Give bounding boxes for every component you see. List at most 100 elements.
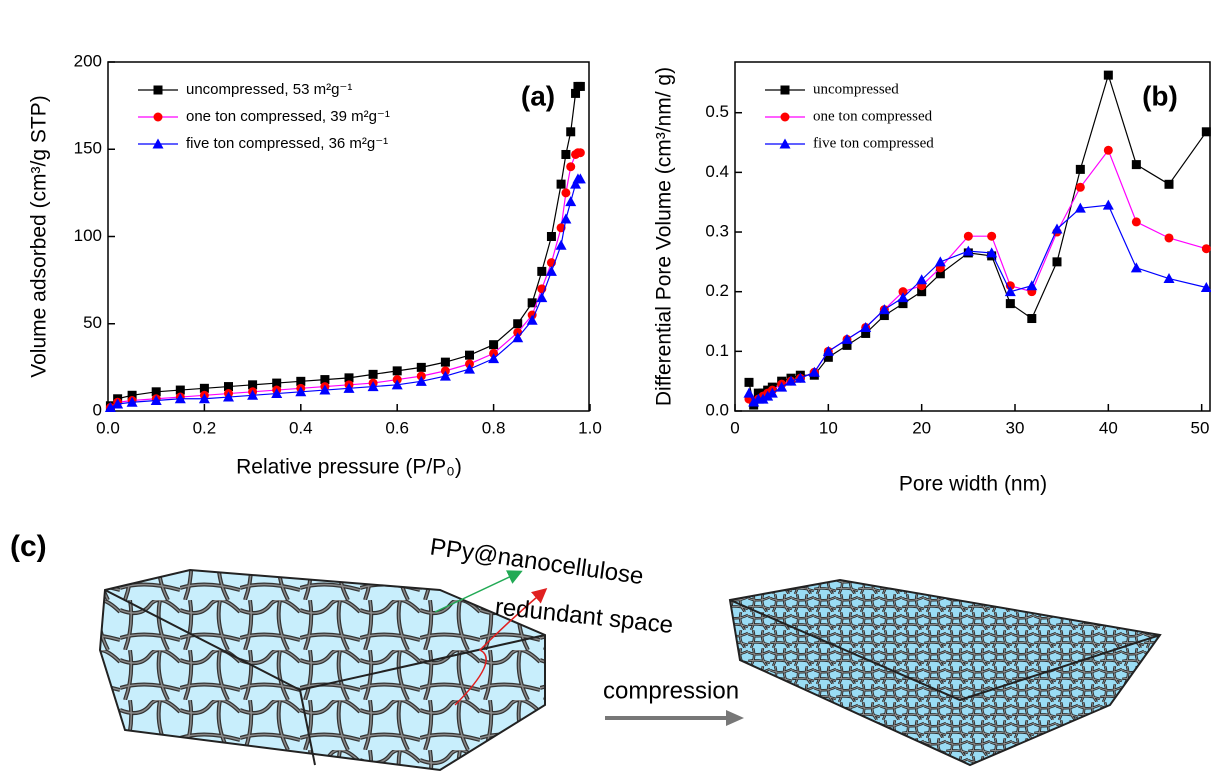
arrow (454, 588, 548, 706)
y-tick-label: 50 (83, 313, 102, 332)
panel-label: (a) (521, 80, 555, 111)
x-tick-label: 1.0 (578, 418, 602, 437)
legend-marker (152, 138, 164, 149)
point (785, 375, 797, 386)
point (1075, 164, 1085, 174)
legend-marker (780, 112, 790, 122)
legend-label: one ton compressed (813, 108, 933, 124)
point (1075, 182, 1085, 192)
legend-label: uncompressed (813, 81, 899, 97)
point (248, 380, 258, 390)
point (415, 375, 427, 386)
point (748, 396, 760, 407)
point (104, 402, 116, 413)
point (898, 299, 908, 309)
legend-label: five ton compressed, 36 m²g⁻¹ (186, 135, 388, 152)
point (1130, 262, 1142, 273)
series-line (748, 73, 1207, 408)
x-tick-label: 0.6 (385, 418, 409, 437)
point (1131, 217, 1141, 227)
point (1103, 70, 1113, 80)
point (565, 196, 577, 207)
point (743, 387, 755, 398)
point (1005, 299, 1015, 309)
point (391, 379, 403, 390)
diagram: (c) PPy@nanocellulose redundant space co… (10, 530, 1162, 772)
y-axis-title: Differential Pore Volume (cm³/nm/ g) (653, 67, 676, 406)
point (898, 287, 908, 297)
point (513, 319, 523, 329)
y-tick-label: 0.1 (705, 341, 729, 360)
point (545, 265, 557, 276)
panel-label: (c) (10, 530, 47, 563)
point (776, 381, 788, 392)
series-line (110, 152, 581, 408)
arrow (434, 570, 523, 613)
point (1131, 160, 1141, 170)
point (963, 231, 973, 241)
point (1163, 273, 1175, 284)
point (489, 340, 499, 350)
x-tick-label: 40 (1099, 418, 1118, 437)
point (1164, 233, 1174, 243)
point (199, 383, 209, 393)
x-tick-label: 0.4 (289, 418, 313, 437)
point (223, 391, 234, 402)
point (174, 393, 186, 404)
point (272, 378, 282, 388)
y-tick-label: 0.0 (705, 400, 729, 419)
point (151, 387, 161, 397)
point (526, 314, 538, 325)
point (488, 353, 500, 364)
point (962, 245, 974, 256)
y-axis-title: Volume adsorbed (cm³/g STP) (28, 95, 51, 377)
point (897, 292, 909, 303)
point (296, 376, 306, 386)
point (561, 149, 571, 159)
point (879, 311, 889, 321)
point (319, 384, 331, 395)
point (527, 298, 537, 308)
x-tick-label: 50 (1191, 418, 1210, 437)
point (560, 213, 572, 224)
y-tick-label: 150 (74, 139, 102, 158)
legend-marker (780, 85, 790, 95)
point (842, 340, 852, 350)
point (1027, 314, 1037, 324)
label: compression (603, 677, 739, 704)
point (570, 178, 582, 189)
point (126, 396, 138, 407)
series-line (110, 178, 581, 409)
point (1201, 127, 1211, 137)
point (537, 266, 547, 276)
point (1004, 286, 1016, 297)
x-tick-label: 0 (730, 418, 739, 437)
panel-label: (b) (1142, 80, 1178, 111)
block-edge (299, 689, 316, 766)
point (1103, 145, 1113, 155)
series-line (748, 149, 1207, 403)
point (574, 173, 586, 184)
point (198, 393, 210, 404)
legend-marker (153, 112, 163, 122)
point (753, 388, 763, 398)
point (571, 88, 581, 98)
point (561, 188, 571, 198)
point (1164, 179, 1174, 189)
y-tick-label: 200 (74, 51, 102, 70)
x-tick-label: 10 (819, 418, 838, 437)
series-line (109, 85, 581, 407)
point (556, 179, 566, 189)
point (367, 381, 379, 392)
point (1026, 280, 1038, 291)
point (575, 81, 585, 91)
point (794, 372, 806, 383)
x-tick-label: 0.2 (193, 418, 217, 437)
y-tick-label: 0.5 (705, 102, 729, 121)
point (861, 328, 871, 338)
point (536, 292, 548, 303)
point (112, 398, 124, 409)
point (860, 321, 872, 332)
